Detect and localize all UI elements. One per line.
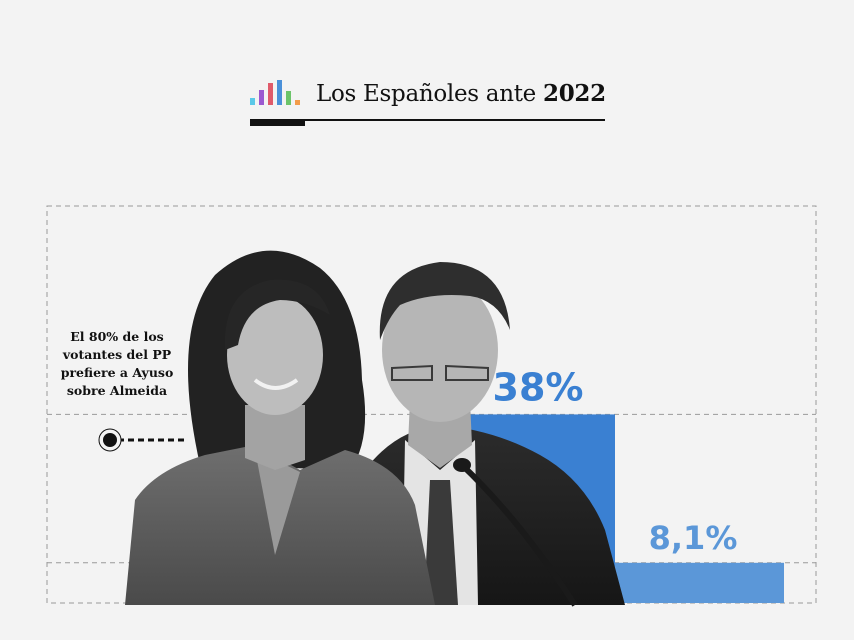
bar-value-label: 8,1% xyxy=(649,519,738,557)
logo-bar xyxy=(286,91,291,105)
title-underline-accent xyxy=(250,121,305,126)
logo-bar xyxy=(259,90,264,105)
microphone xyxy=(459,462,578,607)
ayuso-hair-front xyxy=(224,279,330,350)
bar-labels: 38% 8,1% xyxy=(493,365,738,556)
almeida-face xyxy=(382,278,498,422)
ayuso-smile xyxy=(253,378,299,390)
chart-header: Los Españoles ante 2022 xyxy=(250,74,606,130)
logo-bar xyxy=(250,98,255,105)
ayuso-face xyxy=(227,295,323,415)
title-main: Los Españoles ante xyxy=(316,81,536,107)
logo-bar xyxy=(268,83,273,105)
title-underline xyxy=(250,119,605,121)
almeida-hair xyxy=(379,262,510,340)
ayuso-neck xyxy=(245,405,305,470)
almeida-tie xyxy=(424,480,458,605)
person-photo-ayuso xyxy=(125,250,435,605)
logo-bar xyxy=(295,100,300,105)
almeida-glasses xyxy=(391,364,489,381)
bar-value-label: 38% xyxy=(493,365,584,409)
page-title: Los Españoles ante 2022 xyxy=(316,80,606,107)
bar xyxy=(615,562,784,603)
title-year: 2022 xyxy=(543,80,606,107)
microphone-head xyxy=(453,458,471,472)
annotation-marker-dot xyxy=(103,433,117,447)
bar-chart-logo-icon xyxy=(250,80,300,105)
annotation-text: El 80% de los votantes del PP prefiere a… xyxy=(60,329,174,398)
ayuso-neckline xyxy=(255,450,300,555)
logo-bar xyxy=(277,80,282,105)
